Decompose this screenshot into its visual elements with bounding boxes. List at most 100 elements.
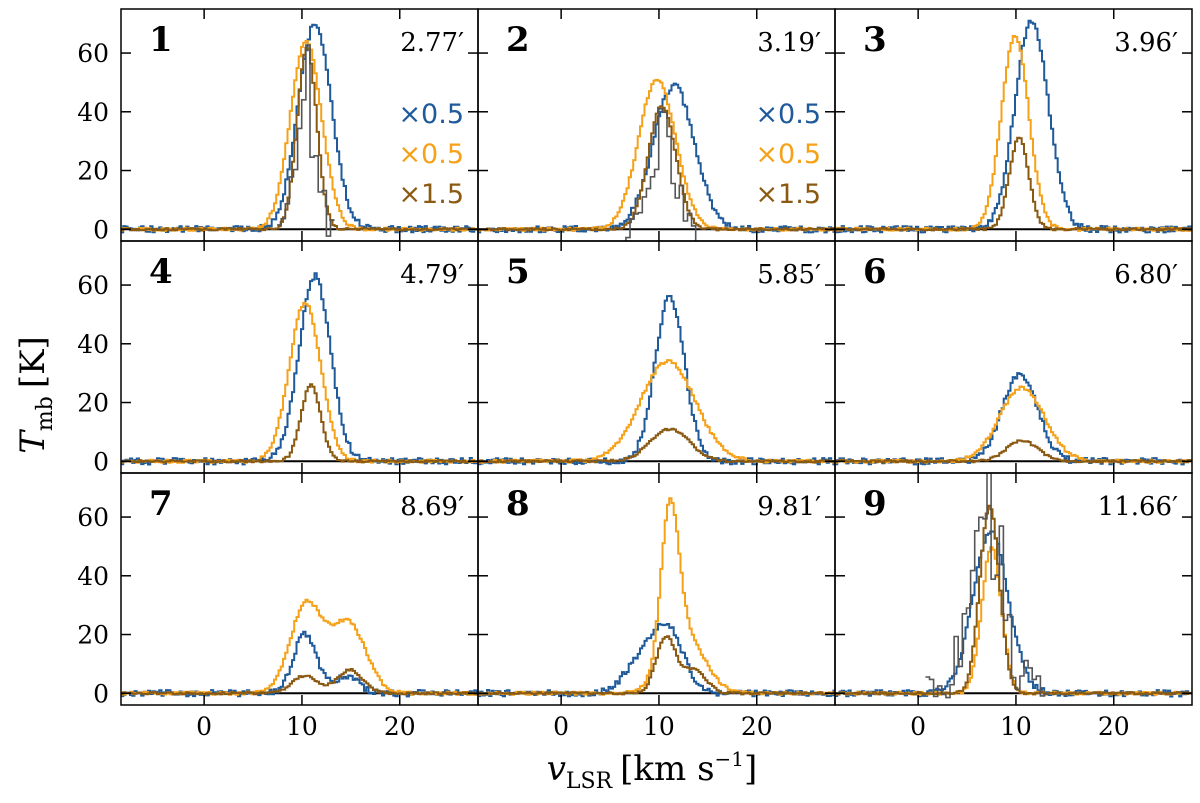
- y-tick-label: 60: [77, 39, 109, 68]
- spectrum-brown: [478, 105, 835, 232]
- x-tick-label: 20: [1098, 712, 1130, 741]
- panel-9: 0 10 20 9 11.66′: [834, 472, 1193, 741]
- scale-label-brown: ×1.5: [398, 179, 464, 210]
- ticks: [835, 241, 1192, 473]
- ticks: [835, 473, 1192, 705]
- y-tick-label: 40: [77, 562, 109, 591]
- spectrum-orange: [835, 385, 1192, 464]
- panel-offset: 3.19′: [757, 28, 821, 58]
- scale-label-blue: ×0.5: [755, 99, 821, 130]
- panel-offset: 9.81′: [757, 492, 821, 522]
- spectrum-brown: [835, 439, 1192, 464]
- spectra-group: [835, 372, 1192, 466]
- panel-offset: 8.69′: [400, 492, 464, 522]
- spectra-group: [478, 497, 835, 698]
- spectrum-brown: [835, 504, 1192, 696]
- x-tick-label: 10: [643, 712, 675, 741]
- x-axis-label-unit: [km s: [620, 749, 714, 789]
- y-tick-label: 0: [93, 447, 109, 476]
- panel-8: 0 10 20 8 9.81′: [477, 472, 836, 741]
- spectra-group: [478, 295, 835, 466]
- spectrum-blue: [835, 530, 1192, 698]
- ticks: [478, 241, 835, 473]
- spectra-group: [835, 19, 1192, 234]
- y-tick-label: 60: [77, 503, 109, 532]
- spectrum-orange: [835, 546, 1192, 696]
- spectrum-blue: [835, 372, 1192, 466]
- panel-number: 1: [149, 20, 173, 60]
- ticks: [121, 9, 478, 241]
- spectrum-orange: [835, 35, 1192, 232]
- panel-number: 8: [506, 484, 530, 524]
- x-axis-label: vLSR [km s−1]: [547, 747, 758, 794]
- y-tick-label: 20: [77, 621, 109, 650]
- panel-frame: [834, 472, 1193, 706]
- spectrum-blue: [478, 82, 835, 234]
- spectrum-brown: [121, 668, 478, 696]
- scale-label-blue: ×0.5: [398, 99, 464, 130]
- y-axis-label: Tmb [K]: [13, 336, 58, 454]
- spectra-group: [121, 272, 478, 466]
- x-axis-label-close: ]: [744, 749, 757, 789]
- scale-label-orange: ×0.5: [755, 139, 821, 170]
- spectrum-blue: [478, 622, 835, 698]
- y-axis-label-sub: mb: [33, 396, 58, 431]
- spectra-group: [121, 23, 478, 237]
- x-tick-label: 20: [741, 712, 773, 741]
- spectrum-gray: [925, 473, 1049, 699]
- ticks: [121, 473, 478, 705]
- panel-offset: 2.77′: [400, 28, 464, 58]
- x-axis-label-sub: LSR: [566, 769, 614, 794]
- scale-label-brown: ×1.5: [755, 179, 821, 210]
- spectrum-blue: [121, 630, 478, 698]
- spectrum-gray: [277, 44, 335, 237]
- ticks: [835, 9, 1192, 241]
- x-tick-label: 0: [910, 712, 926, 741]
- panel-4: 0 20 40 60 4 4.79′: [77, 240, 479, 476]
- panel-1: 0 20 40 60 1 2.77′ ×0.5 ×0.5 ×1.5: [77, 8, 479, 244]
- spectrum-gray: [625, 108, 697, 241]
- y-tick-label: 0: [93, 215, 109, 244]
- ticks: [478, 9, 835, 241]
- panel-number: 9: [863, 484, 887, 524]
- x-tick-label: 10: [1000, 712, 1032, 741]
- x-tick-label: 20: [384, 712, 416, 741]
- panel-number: 7: [149, 484, 173, 524]
- spectrum-blue: [121, 272, 478, 466]
- spectrum-brown: [478, 635, 835, 696]
- panel-6: 6 6.80′: [834, 240, 1193, 474]
- panel-number: 2: [506, 20, 530, 60]
- spectrum-brown: [121, 47, 478, 232]
- y-tick-label: 40: [77, 98, 109, 127]
- spectra-group: [121, 598, 478, 698]
- ticks: [121, 241, 478, 473]
- spectrum-brown: [121, 383, 478, 464]
- scale-label-orange: ×0.5: [398, 139, 464, 170]
- panel-number: 6: [863, 252, 887, 292]
- y-tick-label: 60: [77, 271, 109, 300]
- spectrum-orange: [121, 598, 478, 696]
- panel-number: 3: [863, 20, 887, 60]
- x-tick-label: 0: [553, 712, 569, 741]
- spectrum-orange: [478, 359, 835, 464]
- x-tick-label: 10: [286, 712, 318, 741]
- spectrum-blue: [121, 23, 478, 234]
- panel-offset: 11.66′: [1098, 492, 1178, 522]
- spectrum-blue: [478, 295, 835, 466]
- y-tick-label: 20: [77, 389, 109, 418]
- panel-3: 3 3.96′: [834, 8, 1193, 242]
- spectrum-brown: [478, 427, 835, 464]
- panel-offset: 3.96′: [1114, 28, 1178, 58]
- x-axis-label-main: v: [547, 749, 566, 789]
- y-tick-label: 0: [93, 679, 109, 708]
- panel-number: 4: [149, 252, 173, 292]
- panel-offset: 4.79′: [400, 260, 464, 290]
- spectrum-orange: [478, 497, 835, 696]
- y-tick-label: 40: [77, 330, 109, 359]
- panel-7: 0 20 40 60 0 10 20 7 8.69′: [77, 472, 479, 741]
- ticks: [478, 473, 835, 705]
- panel-2: 2 3.19′ ×0.5 ×0.5 ×1.5: [477, 8, 836, 242]
- y-axis-label-unit: [K]: [13, 336, 53, 388]
- spectrum-orange: [121, 301, 478, 464]
